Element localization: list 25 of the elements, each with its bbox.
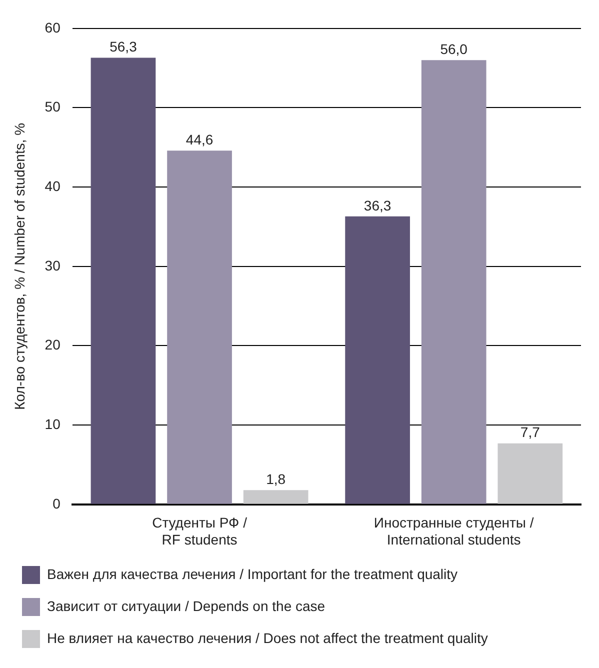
bar xyxy=(243,490,308,504)
data-label: 36,3 xyxy=(364,197,392,214)
bar xyxy=(167,150,232,504)
y-tick-label: 60 xyxy=(44,19,61,36)
y-tick-label: 20 xyxy=(44,336,61,353)
legend-label: Зависит от ситуации / Depends on the case xyxy=(47,598,326,614)
y-tick-label: 10 xyxy=(44,416,61,432)
data-label: 44,6 xyxy=(186,131,214,148)
bar xyxy=(421,60,486,504)
x-tick-label: Иностранные студенты / International students xyxy=(374,514,534,548)
bar xyxy=(345,216,410,504)
y-tick-label: 0 xyxy=(52,495,61,512)
data-label: 56,0 xyxy=(440,40,468,57)
bar xyxy=(498,443,563,504)
data-label: 56,3 xyxy=(110,38,138,55)
x-tick-label: Студенты РФ / RF students xyxy=(152,514,248,548)
bar xyxy=(90,58,156,504)
data-label: 7,7 xyxy=(520,424,540,440)
y-tick-label: 30 xyxy=(44,257,61,274)
legend-label: Не влияет на качество лечения / Does not affect the treatment quality xyxy=(47,630,488,646)
y-tick-label: 50 xyxy=(44,98,61,115)
y-tick-label: 40 xyxy=(44,178,61,194)
y-axis-title: Кол-во студентов, % / Number of students, % xyxy=(11,122,28,410)
legend-label: Важен для качества лечения / Important for the treatment quality xyxy=(47,566,458,582)
data-label: 1,8 xyxy=(266,470,286,487)
